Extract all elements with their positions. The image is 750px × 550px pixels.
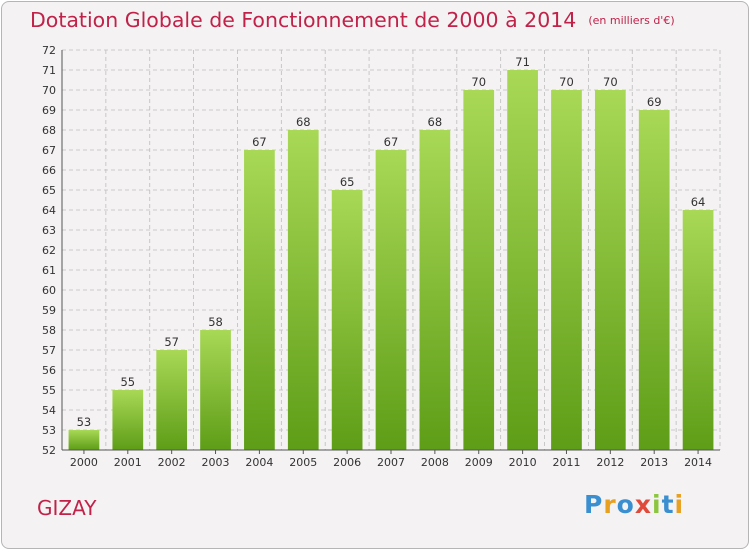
x-tick-label-2012: 2012 [596, 456, 624, 469]
data-label-2004: 67 [252, 135, 267, 149]
y-tick-label: 52 [42, 444, 56, 457]
y-tick-label: 58 [42, 324, 56, 337]
y-tick-label: 59 [42, 304, 56, 317]
x-tick-label-2002: 2002 [158, 456, 186, 469]
data-label-2012: 70 [603, 75, 618, 89]
proxiti-logo: Proxiti [584, 490, 685, 519]
x-tick-label-2010: 2010 [509, 456, 537, 469]
bar-2010 [507, 70, 538, 450]
data-label-2006: 65 [340, 175, 355, 189]
data-label-2010: 71 [515, 55, 530, 69]
axes: 52 53 54 55 56 57 58 59 60 61 62 63 64 65 66 67 68 69 70 71… [42, 44, 720, 469]
x-tick-label-2001: 2001 [114, 456, 142, 469]
bars [68, 70, 714, 450]
bar-2012 [594, 90, 626, 450]
data-label-2002: 57 [164, 335, 179, 349]
bar-2011 [551, 90, 582, 450]
x-tick-label-2000: 2000 [70, 456, 98, 469]
y-tick-label: 61 [42, 264, 56, 277]
bar-2005 [287, 130, 319, 450]
y-tick-label: 69 [42, 104, 56, 117]
commune-name: GIZAY [37, 496, 97, 520]
y-tick-label: 53 [42, 424, 56, 437]
y-tick-label: 60 [42, 284, 56, 297]
y-tick-label: 65 [42, 184, 56, 197]
x-tick-label-2005: 2005 [289, 456, 317, 469]
x-tick-label-2003: 2003 [202, 456, 230, 469]
x-tick-label-2009: 2009 [465, 456, 493, 469]
data-label-2003: 58 [208, 315, 223, 329]
data-label-2007: 67 [384, 135, 399, 149]
data-label-2014: 64 [691, 195, 706, 209]
y-tick-label: 68 [42, 124, 56, 137]
data-label-2000: 53 [77, 415, 92, 429]
bar-2004 [244, 150, 275, 450]
y-tick-label: 64 [42, 204, 56, 217]
chart-unit: (en milliers d'€) [588, 14, 675, 27]
bar-2000 [68, 430, 100, 450]
data-label-2005: 68 [296, 115, 311, 129]
chart-title-text: Dotation Globale de Fonctionnement de 20… [30, 8, 577, 32]
data-label-2008: 68 [428, 115, 443, 129]
x-tick-label-2008: 2008 [421, 456, 449, 469]
bar-2009 [463, 90, 495, 450]
y-tick-label: 67 [42, 144, 56, 157]
bar-2002 [156, 350, 188, 450]
bar-2006 [331, 190, 363, 450]
x-tick-label-2006: 2006 [333, 456, 361, 469]
y-tick-label: 56 [42, 364, 56, 377]
bar-2003 [200, 330, 231, 450]
data-label-2011: 70 [559, 75, 574, 89]
y-tick-label: 63 [42, 224, 56, 237]
x-tick-label-2011: 2011 [552, 456, 580, 469]
chart-title: Dotation Globale de Fonctionnement de 20… [30, 8, 675, 32]
y-tick-label: 71 [42, 64, 56, 77]
data-label-2013: 69 [647, 95, 662, 109]
x-tick-label-2007: 2007 [377, 456, 405, 469]
data-label-2001: 55 [120, 375, 135, 389]
bar-2013 [638, 110, 670, 450]
x-tick-label-2013: 2013 [640, 456, 668, 469]
y-tick-label: 55 [42, 384, 56, 397]
y-tick-label: 72 [42, 44, 56, 57]
x-tick-label-2004: 2004 [245, 456, 273, 469]
y-tick-label: 57 [42, 344, 56, 357]
y-tick-label: 54 [42, 404, 56, 417]
bar-2014 [682, 210, 714, 450]
data-labels: 53 55 57 58 67 68 65 67 68 70 71 70 70 69 64 [77, 55, 706, 429]
bar-2008 [419, 130, 451, 450]
y-tick-label: 70 [42, 84, 56, 97]
y-tick-label: 62 [42, 244, 56, 257]
bar-2007 [375, 150, 407, 450]
x-tick-label-2014: 2014 [684, 456, 712, 469]
data-label-2009: 70 [471, 75, 486, 89]
bar-2001 [112, 390, 144, 450]
y-tick-label: 66 [42, 164, 56, 177]
